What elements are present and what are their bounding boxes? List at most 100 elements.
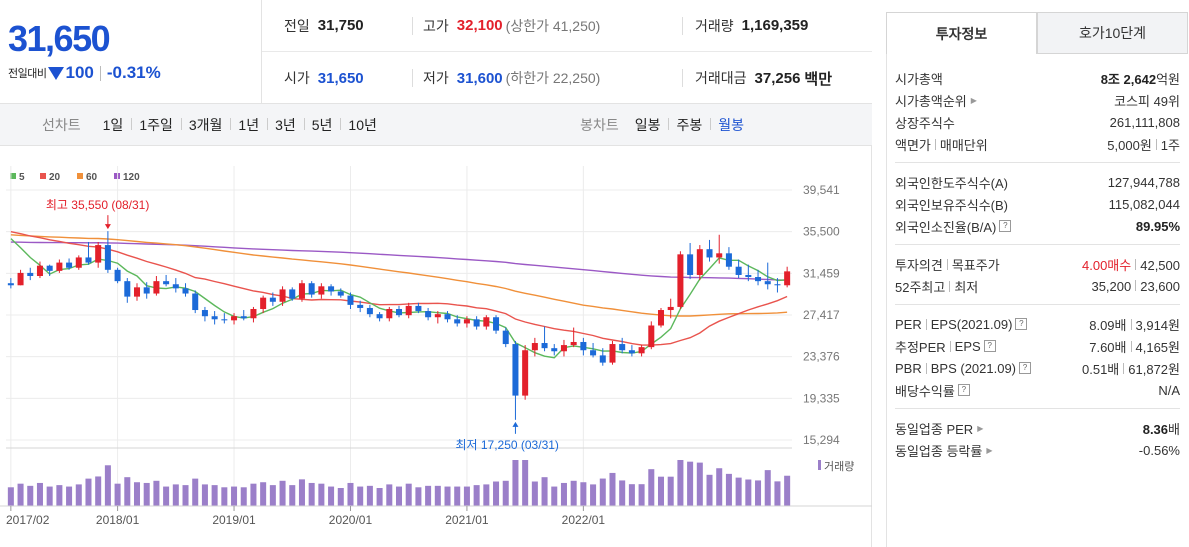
- volume-bar: [85, 478, 92, 506]
- period-5y[interactable]: 5년: [303, 115, 341, 135]
- prev-close: 전일 31,750: [262, 17, 412, 35]
- market-rank-label[interactable]: 시가총액순위 ▶: [895, 93, 977, 109]
- candle-body: [347, 295, 354, 305]
- candle-body: [75, 257, 82, 268]
- volume-bar: [454, 486, 461, 506]
- x-tick-label: 2022/01: [562, 513, 606, 527]
- legend-swatch-20: [40, 173, 46, 179]
- candle-monthly[interactable]: 월봉: [710, 115, 752, 135]
- shares-row: 상장주식수 261,111,808: [895, 111, 1180, 133]
- tab-investment-info[interactable]: 투자정보: [886, 12, 1037, 54]
- candle-body: [463, 319, 470, 324]
- legend-swatch-5: [10, 173, 16, 179]
- volume-bar: [260, 482, 267, 506]
- volume-bar: [337, 488, 344, 506]
- volume-bar: [493, 481, 500, 506]
- y-tick-label: 19,335: [803, 391, 840, 405]
- volume-bar: [240, 487, 247, 506]
- candle-body: [502, 330, 509, 345]
- help-icon[interactable]: ?: [957, 384, 970, 396]
- chart-axes: 39,541 35,500 31,459 27,417 23,376 19,335 15,2…: [0, 183, 872, 527]
- volume-bar: [7, 487, 14, 506]
- period-10y[interactable]: 10년: [340, 115, 384, 135]
- candle-body: [667, 306, 674, 311]
- volume-bar: [745, 479, 752, 506]
- volume-bar: [609, 472, 616, 506]
- volume-bar: [619, 480, 626, 506]
- candle-body: [337, 291, 344, 296]
- candle-body: [473, 319, 480, 327]
- par-row: 액면가 매매단위 5,000원 1주: [895, 133, 1180, 155]
- div-value: N/A: [1158, 382, 1180, 398]
- volume-bar: [124, 477, 131, 506]
- volume-bar: [221, 487, 228, 506]
- foreign-hold-row: 외국인보유주식수(B) 115,082,044: [895, 193, 1180, 215]
- volume-bar: [687, 461, 694, 506]
- help-icon[interactable]: ?: [999, 220, 1012, 232]
- low-annotation: 최저 17,250 (03/31): [455, 438, 558, 452]
- volume-legend-swatch: [818, 460, 821, 470]
- open-label: 시가: [284, 70, 310, 86]
- w52-value: 35,200 23,600: [1091, 278, 1180, 294]
- foreign-hold-label: 외국인보유주식수(B): [895, 197, 1009, 213]
- volume-bar: [638, 484, 645, 506]
- volume-bar: [725, 473, 732, 506]
- candle-weekly[interactable]: 주봉: [668, 115, 710, 135]
- volume: 거래량 1,169,359: [682, 16, 872, 35]
- volume-bar: [143, 482, 150, 506]
- candle-body: [735, 266, 742, 275]
- chart-annotations: 최고 35,550 (08/31) 최저 17,250 (03/31): [46, 198, 559, 452]
- shares-value: 261,111,808: [1109, 114, 1180, 130]
- volume-bar: [104, 465, 111, 506]
- help-icon[interactable]: ?: [983, 340, 996, 352]
- help-icon[interactable]: ?: [1015, 318, 1028, 330]
- high-label: 고가: [423, 17, 449, 34]
- period-1w[interactable]: 1주일: [131, 115, 181, 135]
- volume-bar: [522, 460, 529, 506]
- legend-label-60: 60: [86, 172, 98, 183]
- help-icon[interactable]: ?: [1019, 362, 1032, 374]
- high-value: 32,100: [456, 17, 503, 34]
- candle-body: [755, 277, 762, 282]
- volume-bar: [56, 485, 63, 506]
- pbr-row: PBR BPS (2021.09)? 0.51배 61,872원: [895, 357, 1180, 379]
- period-1d[interactable]: 1일: [102, 116, 124, 133]
- volume-bar: [551, 486, 558, 506]
- legend-swatch-120: [114, 173, 120, 179]
- volume-bar: [580, 482, 587, 506]
- x-tick-label: 2020/01: [329, 513, 373, 527]
- volume-bar: [376, 488, 383, 506]
- candle-body: [764, 281, 771, 285]
- chevron-right-icon: ▶: [970, 95, 977, 105]
- candle-body: [386, 308, 393, 319]
- volume-bar: [444, 486, 451, 506]
- volume-bar: [667, 476, 674, 506]
- trade-value-unit: 백만: [804, 70, 833, 88]
- stats-row-2: 시가 31,650 저가 31,600 (하한가 22,250) 거래대금 37…: [262, 52, 872, 104]
- tab-order-book[interactable]: 호가10단계: [1037, 12, 1188, 54]
- candle-daily[interactable]: 일봉: [634, 116, 661, 133]
- price-stats: 전일 31,750 고가 32,100 (상한가 41,250) 거래량 1,1…: [262, 0, 872, 104]
- candle-body: [570, 341, 577, 346]
- candle-body: [415, 305, 422, 312]
- candle-body: [609, 344, 616, 363]
- volume-bar: [531, 481, 538, 506]
- candle-body: [357, 304, 364, 308]
- period-3m[interactable]: 3개월: [180, 115, 231, 135]
- volume-bar: [17, 483, 24, 506]
- candle-body: [143, 287, 150, 294]
- sector-per-label[interactable]: 동일업종 PER ▶: [895, 421, 984, 437]
- sector-rate-label[interactable]: 동일업종 등락률 ▶: [895, 443, 993, 459]
- period-3y[interactable]: 3년: [267, 115, 304, 135]
- lower-limit: (하한가 22,250): [505, 70, 601, 86]
- change-value: 100: [65, 63, 94, 82]
- y-tick-label: 23,376: [803, 350, 840, 364]
- change-label: 전일대비: [8, 67, 47, 80]
- candle-body: [66, 262, 73, 268]
- candle-body: [687, 254, 694, 275]
- volume-bar: [357, 486, 364, 506]
- w52-label: 52주최고 최저: [895, 279, 979, 295]
- volume-bar: [425, 485, 432, 506]
- volume-bar: [415, 487, 422, 506]
- period-1y[interactable]: 1년: [230, 115, 267, 135]
